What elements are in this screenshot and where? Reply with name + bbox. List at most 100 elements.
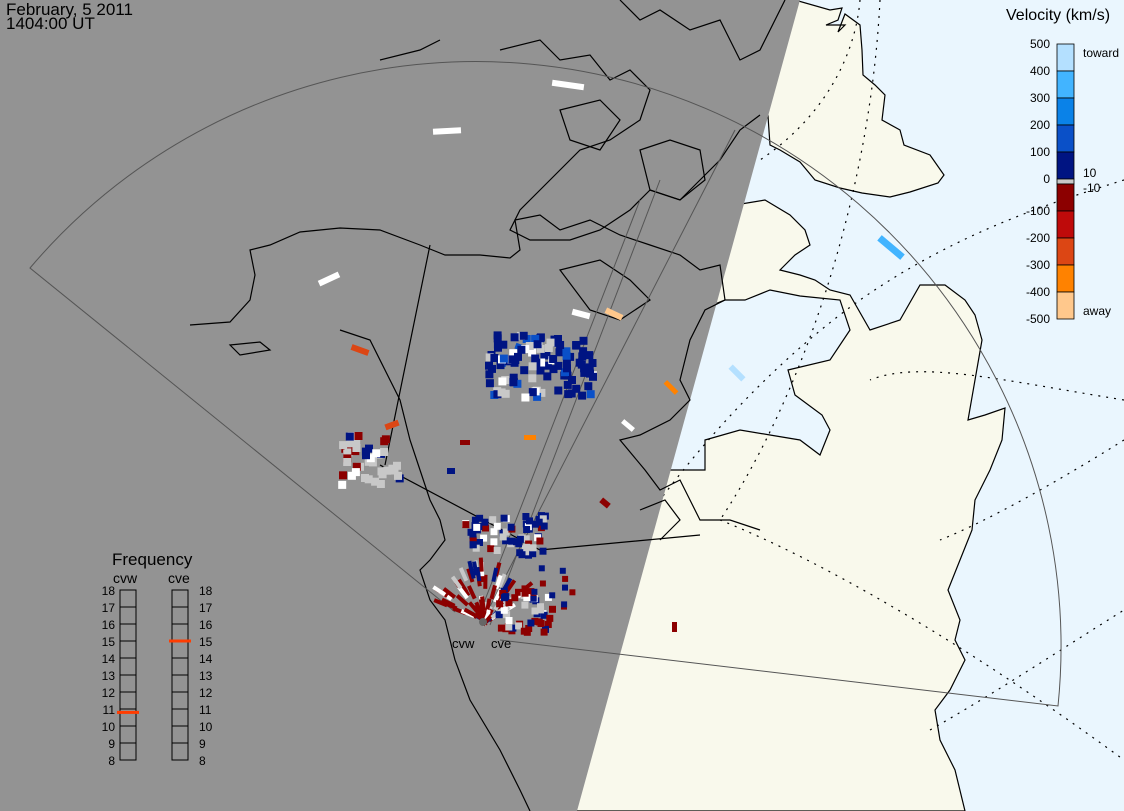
colorbar-title: Velocity (km/s) — [1006, 7, 1110, 24]
toward-label: toward — [1083, 46, 1119, 60]
velocity-cell — [563, 380, 572, 389]
colorbar-tick-label: 100 — [1030, 145, 1050, 159]
frequency-tick-label: 10 — [199, 720, 213, 734]
velocity-cell — [489, 516, 497, 524]
velocity-cell — [368, 458, 377, 467]
velocity-cell — [361, 474, 369, 482]
velocity-cell — [447, 468, 455, 474]
velocity-cell — [471, 516, 479, 524]
velocity-cell — [540, 628, 548, 636]
velocity-cell — [354, 432, 363, 440]
velocity-cell — [459, 582, 471, 597]
velocity-cell — [339, 441, 348, 450]
velocity-cell — [469, 537, 477, 545]
velocity-cell — [494, 343, 502, 352]
velocity-cell — [522, 513, 530, 520]
velocity-cell — [515, 622, 523, 630]
velocity-cell — [388, 464, 397, 473]
frequency-tick-label: 8 — [199, 754, 206, 768]
velocity-cell — [485, 353, 494, 362]
velocity-cell — [584, 382, 593, 391]
colorbar-tick-label: -400 — [1026, 285, 1050, 299]
velocity-cell — [536, 537, 544, 545]
velocity-cell — [352, 462, 361, 471]
velocity-cell — [485, 370, 494, 379]
velocity-cell — [478, 599, 486, 614]
velocity-cell — [543, 361, 552, 370]
velocity-cell — [450, 575, 463, 590]
velocity-cell — [544, 621, 552, 628]
frequency-scale-cell — [119, 742, 137, 761]
velocity-cell — [509, 624, 517, 632]
away-label: away — [1083, 304, 1111, 318]
velocity-cell — [554, 386, 563, 395]
frequency-tick-label: 10 — [102, 720, 116, 734]
velocity-cell — [549, 605, 556, 613]
velocity-cell — [562, 347, 571, 356]
colorbar-segment — [1056, 97, 1075, 126]
velocity-cell — [529, 550, 537, 558]
frequency-tick-label: 14 — [102, 652, 116, 666]
velocity-cell — [540, 611, 548, 619]
velocity-cell — [563, 364, 571, 373]
velocity-cell — [522, 535, 530, 543]
velocity-cell — [502, 593, 510, 601]
velocity-cell — [514, 352, 522, 361]
velocity-cell — [500, 606, 508, 614]
velocity-cell — [509, 378, 518, 387]
velocity-cell — [365, 444, 373, 453]
velocity-cell — [490, 354, 499, 362]
velocity-cell — [505, 617, 513, 624]
velocity-cell — [372, 449, 381, 458]
velocity-cell — [346, 439, 355, 448]
velocity-cell — [543, 372, 552, 381]
velocity-cell — [499, 340, 508, 349]
velocity-cell — [521, 589, 529, 597]
velocity-cell — [521, 601, 529, 609]
colorbar-tick-label: 200 — [1030, 118, 1050, 132]
velocity-cell — [460, 440, 470, 445]
velocity-cell — [531, 520, 539, 528]
velocity-cell — [561, 601, 568, 608]
velocity-cell — [537, 606, 545, 614]
velocity-cell — [555, 348, 564, 357]
velocity-cell — [530, 595, 537, 602]
greenland — [759, 0, 945, 198]
colorbar-segment — [1056, 178, 1075, 185]
frequency-tick-label: 15 — [102, 635, 116, 649]
velocity-cell — [549, 355, 558, 363]
velocity-cell — [531, 588, 538, 595]
frequency-tick-label: 17 — [102, 601, 116, 615]
velocity-cell — [485, 379, 494, 388]
colorbar-tick-label: 500 — [1030, 37, 1050, 51]
velocity-cell — [505, 599, 513, 607]
velocity-cell — [525, 625, 533, 632]
velocity-cell — [345, 432, 354, 441]
frequency-tick-label: 16 — [199, 618, 213, 632]
velocity-cell — [500, 514, 508, 522]
velocity-cell — [586, 369, 594, 378]
velocity-cell — [478, 557, 484, 572]
velocity-cell — [531, 607, 539, 615]
velocity-cell — [442, 587, 457, 599]
velocity-cell — [551, 79, 585, 91]
colorbar-segment — [1056, 183, 1075, 212]
velocity-cell — [556, 341, 565, 349]
velocity-cell — [562, 359, 571, 368]
colorbar-tick-label: -500 — [1026, 312, 1050, 326]
velocity-cell — [381, 435, 390, 444]
velocity-cell — [496, 600, 504, 608]
frequency-tick-label: 13 — [102, 669, 116, 683]
velocity-cell — [536, 366, 545, 375]
velocity-colorbar: Velocity (km/s) 500 400 300 200 100 0 -100 -200… — [1006, 7, 1119, 326]
velocity-cell — [458, 567, 469, 582]
velocity-cell — [578, 352, 587, 361]
velocity-cell — [380, 448, 388, 456]
velocity-cell — [339, 471, 347, 480]
velocity-cell — [482, 524, 489, 532]
velocity-cell — [485, 361, 493, 370]
velocity-cell — [489, 584, 497, 600]
frequency-panel: Frequency cvw cve 18 17 16 15 14 13 12 11 10 9 8 18… — [102, 550, 213, 768]
velocity-cell — [877, 235, 905, 260]
